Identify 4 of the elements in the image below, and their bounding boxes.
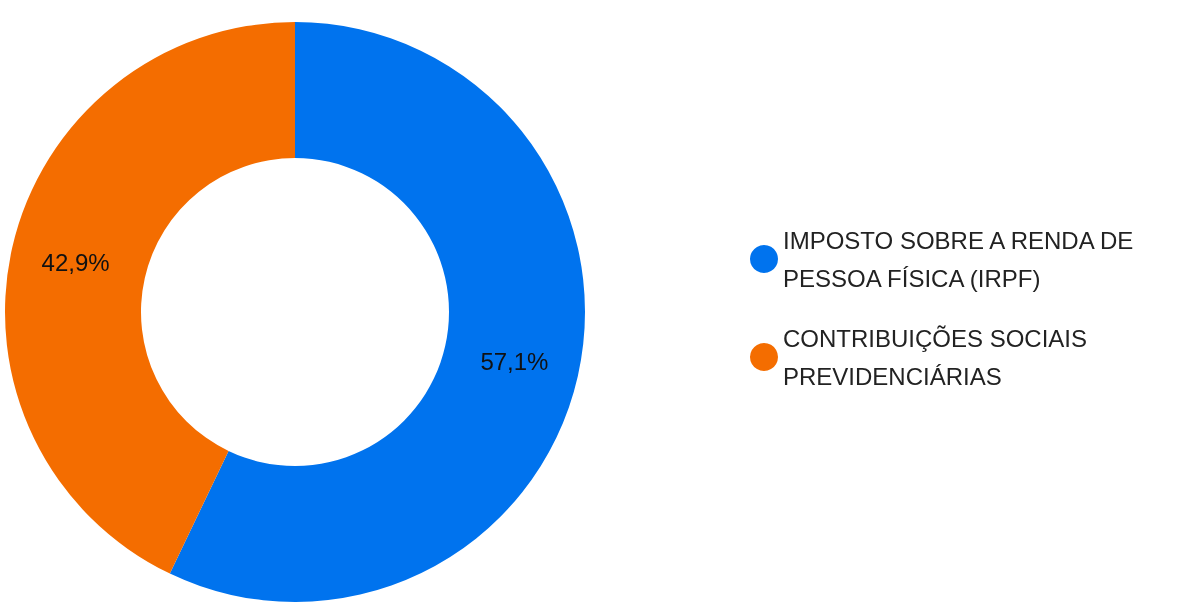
data-label: 42,9%: [41, 248, 110, 276]
legend-label: CONTRIBUIÇÕES SOCIAIS PREVIDENCIÁRIAS: [783, 324, 1094, 390]
legend-label: IMPOSTO SOBRE A RENDA DE PESSOA FÍSICA (IRPF): [783, 226, 1140, 292]
data-label: 57,1%: [480, 348, 549, 376]
